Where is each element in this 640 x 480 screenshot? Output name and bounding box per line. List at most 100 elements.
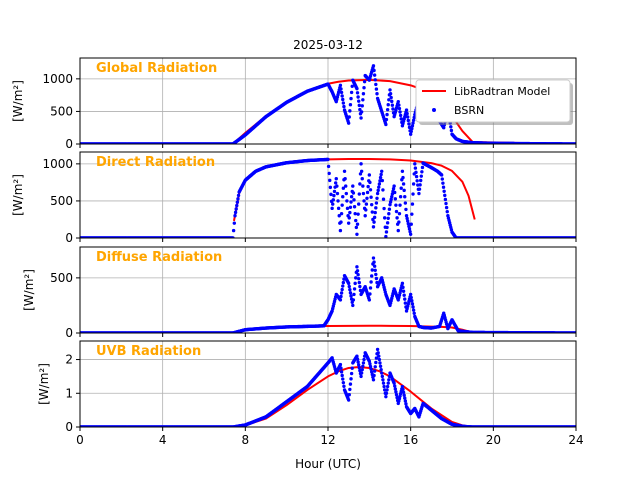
bsrn-point [380, 178, 385, 183]
bsrn-point [364, 208, 368, 212]
bsrn-point [387, 98, 391, 102]
bsrn-point [377, 182, 382, 186]
bsrn-point [385, 221, 390, 225]
bsrn-point [375, 191, 380, 196]
bsrn-point [391, 107, 395, 111]
bsrn-point [339, 366, 343, 370]
bsrn-point [367, 173, 372, 177]
bsrn-point [356, 273, 360, 277]
bsrn-point [401, 285, 405, 290]
bsrn-point [384, 122, 388, 127]
bsrn-point [334, 176, 338, 181]
bsrn-point [369, 367, 373, 371]
bsrn-point [362, 79, 367, 84]
bsrn-point [385, 107, 390, 112]
bsrn-point [372, 68, 376, 73]
bsrn-point [386, 216, 390, 221]
y-axis-label: [W/m²] [37, 363, 51, 405]
bsrn-point [339, 370, 344, 374]
bsrn-point [399, 186, 403, 190]
bsrn-point [449, 128, 454, 133]
bsrn-point [351, 298, 356, 302]
bsrn-point [359, 162, 363, 166]
bsrn-point [350, 84, 354, 88]
bsrn-point [417, 191, 421, 196]
bsrn-point [340, 287, 344, 292]
bsrn-point [361, 361, 366, 365]
bsrn-point [410, 212, 414, 216]
bsrn-point [361, 364, 365, 368]
bsrn-point [231, 228, 236, 233]
bsrn-point [411, 308, 416, 312]
bsrn-point [337, 214, 341, 218]
bsrn-point [390, 194, 394, 199]
bsrn-point [394, 203, 398, 207]
bsrn-point [349, 200, 353, 204]
bsrn-point [403, 194, 407, 199]
bsrn-point [235, 200, 240, 204]
bsrn-point [350, 366, 354, 370]
bsrn-point [403, 399, 408, 403]
bsrn-point [344, 184, 348, 188]
bsrn-point [346, 121, 351, 125]
bsrn-point [382, 388, 387, 392]
bsrn-point [408, 292, 413, 297]
bsrn-point [443, 197, 448, 202]
bsrn-point [401, 175, 405, 180]
bsrn-point [410, 302, 415, 306]
bsrn-point [444, 201, 448, 206]
bsrn-point [403, 396, 407, 400]
bsrn-point [385, 225, 389, 230]
bsrn-point [390, 103, 395, 107]
bsrn-point [348, 210, 352, 215]
bsrn-point [406, 219, 410, 223]
bsrn-point [372, 73, 377, 77]
bsrn-point [369, 370, 374, 374]
bsrn-point [339, 211, 344, 216]
bsrn-point [362, 85, 366, 90]
bsrn-point [338, 83, 343, 88]
bsrn-point [393, 190, 397, 195]
bsrn-point [355, 265, 359, 269]
bsrn-point [340, 203, 344, 207]
bsrn-point [414, 174, 419, 179]
bsrn-point [341, 377, 345, 381]
bsrn-point [367, 298, 372, 302]
bsrn-point [327, 171, 331, 176]
bsrn-point [401, 182, 406, 186]
y-axis-label: [W/m²] [11, 80, 25, 122]
bsrn-point [346, 281, 351, 286]
bsrn-point [340, 94, 344, 98]
bsrn-point [387, 212, 391, 216]
bsrn-point [360, 367, 364, 372]
plot-area [80, 256, 576, 333]
bsrn-point [376, 188, 380, 193]
bsrn-point [354, 218, 358, 223]
bsrn-point [402, 188, 406, 193]
bsrn-point [404, 108, 409, 112]
bsrn-point [384, 117, 389, 122]
bsrn-point [408, 132, 413, 136]
y-tick-label: 1 [65, 386, 73, 400]
bsrn-point [355, 354, 359, 358]
bsrn-point [404, 207, 408, 212]
bsrn-point [335, 191, 340, 196]
bsrn-point [398, 113, 403, 118]
bsrn-point [420, 170, 424, 174]
bsrn-point [336, 206, 341, 211]
bsrn-point [326, 157, 330, 162]
bsrn-point [351, 184, 355, 188]
bsrn-point [341, 101, 346, 105]
bsrn-point [397, 220, 401, 224]
bsrn-point [348, 387, 352, 392]
bsrn-point [418, 183, 422, 187]
bsrn-point [372, 369, 377, 373]
bsrn-point [339, 220, 343, 224]
bsrn-point [364, 202, 369, 206]
bsrn-point [410, 299, 414, 303]
bsrn-point [375, 196, 379, 200]
bsrn-point [410, 202, 415, 206]
legend: LibRadtran Model BSRN [415, 79, 573, 125]
